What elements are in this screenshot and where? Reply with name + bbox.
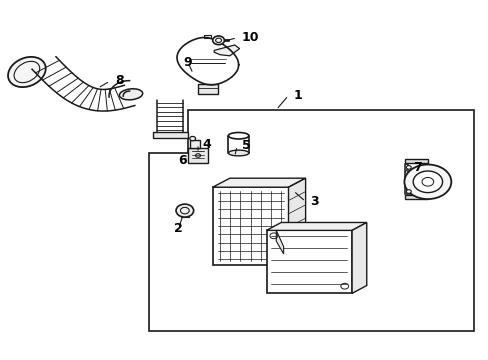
Text: 4: 4 (203, 138, 211, 150)
Polygon shape (214, 45, 239, 56)
Circle shape (176, 204, 193, 217)
Ellipse shape (8, 57, 46, 87)
Polygon shape (404, 164, 412, 194)
Circle shape (406, 190, 410, 193)
Circle shape (189, 136, 195, 141)
Text: 5: 5 (242, 139, 250, 152)
Text: 8: 8 (115, 75, 123, 87)
Polygon shape (212, 187, 288, 265)
Text: 1: 1 (293, 89, 302, 102)
Polygon shape (351, 222, 366, 293)
Polygon shape (266, 230, 351, 293)
Ellipse shape (228, 132, 248, 139)
Text: 2: 2 (173, 222, 182, 235)
Text: 3: 3 (310, 195, 319, 208)
Text: 10: 10 (242, 31, 259, 44)
Polygon shape (153, 132, 188, 138)
Polygon shape (276, 230, 283, 254)
Ellipse shape (228, 150, 248, 156)
Polygon shape (212, 178, 305, 187)
Text: 7: 7 (412, 161, 421, 174)
Polygon shape (198, 84, 217, 94)
Polygon shape (266, 222, 366, 230)
Polygon shape (188, 148, 207, 163)
Text: 6: 6 (178, 154, 187, 167)
Polygon shape (288, 178, 305, 265)
Ellipse shape (119, 89, 142, 100)
Circle shape (212, 36, 224, 45)
Polygon shape (204, 35, 211, 38)
Circle shape (404, 165, 450, 199)
Polygon shape (189, 140, 199, 148)
Circle shape (406, 166, 410, 169)
Circle shape (412, 171, 442, 193)
Text: 9: 9 (183, 57, 192, 69)
Polygon shape (404, 159, 427, 163)
Polygon shape (404, 195, 427, 199)
